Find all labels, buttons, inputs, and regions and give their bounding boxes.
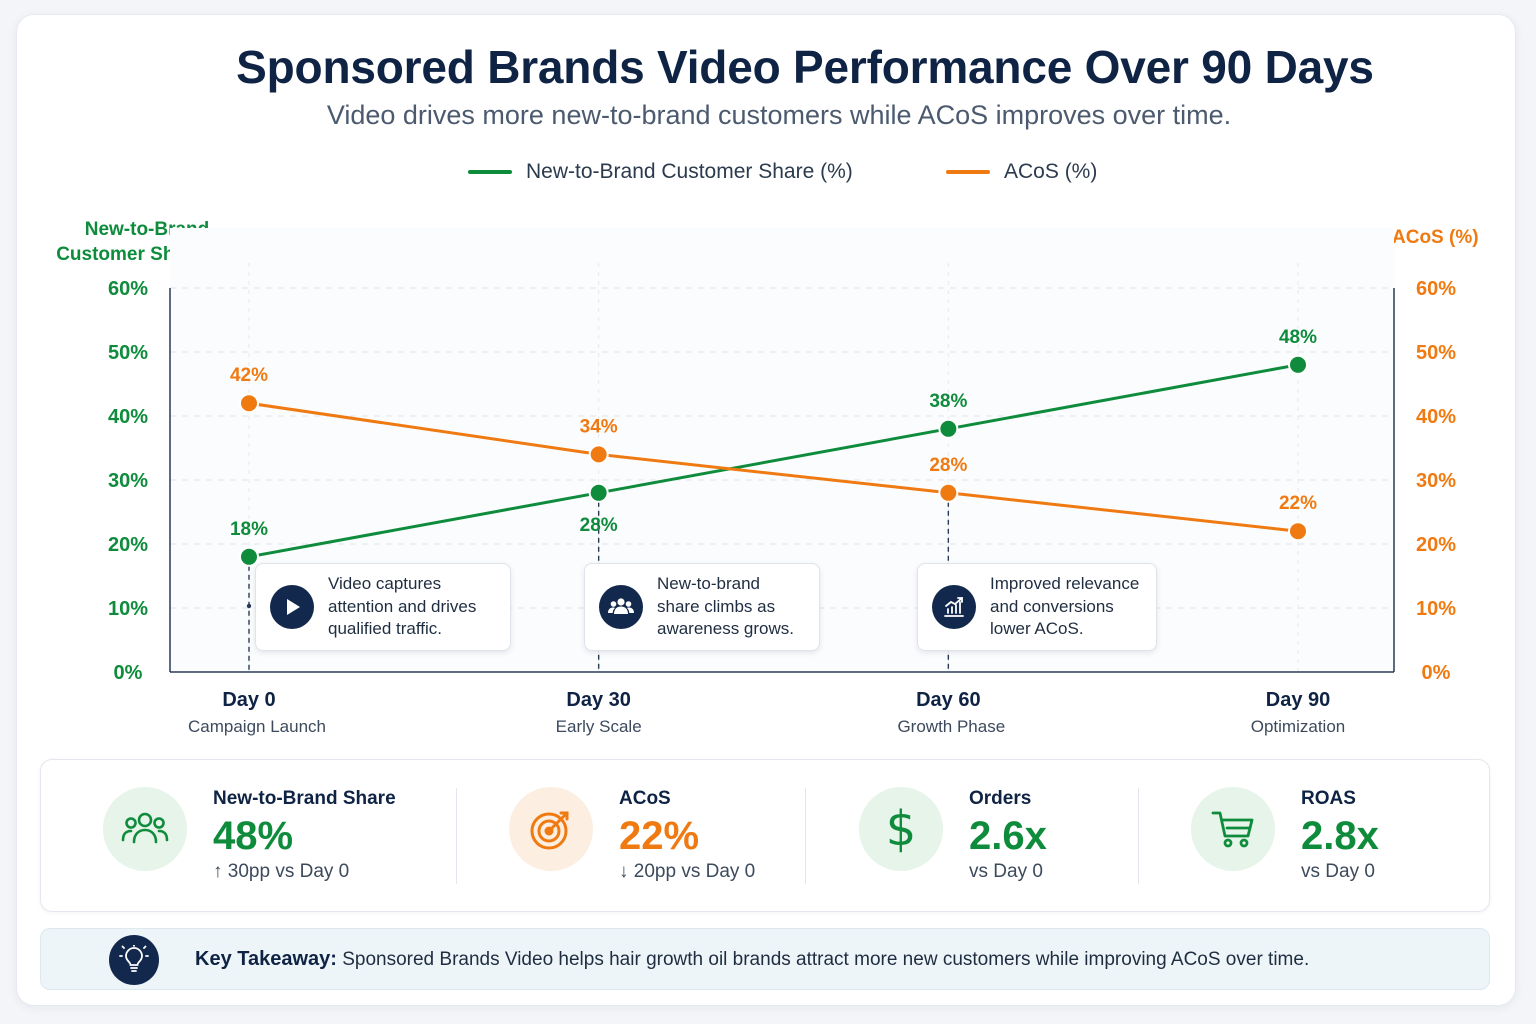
data-label: 34%: [580, 416, 618, 437]
lightbulb-icon: [109, 935, 159, 985]
chart-legend: New-to-Brand Customer Share (%) ACoS (%): [0, 160, 1536, 192]
annotation-text-line: lower ACoS.: [990, 619, 1084, 639]
takeaway-label: Key Takeaway:: [195, 948, 337, 970]
kpi-sub: ↓ 20pp vs Day 0: [619, 861, 756, 882]
annotation-text-line: awareness grows.: [657, 619, 795, 639]
y-tick-label-right: 20%: [1416, 534, 1456, 556]
kpi-label: New-to-Brand Share: [213, 788, 396, 809]
y-tick-label-right: 10%: [1416, 598, 1456, 620]
data-point: [588, 444, 609, 465]
annotation-text: Improved relevance and conversions lower A…: [990, 573, 1156, 641]
data-point: [1288, 521, 1308, 542]
right-axis-title: ACoS (%): [1392, 227, 1479, 248]
y-tick-label-left: 30%: [108, 470, 148, 492]
annotation-text-line: attention and drives: [328, 596, 477, 616]
y-tick-label-left: 10%: [108, 598, 148, 620]
cart-icon: [1191, 787, 1275, 871]
kpi-divider: [456, 788, 457, 884]
x-tick-sublabel: Optimization: [1251, 717, 1345, 736]
kpi-label: ROAS: [1301, 788, 1356, 809]
annotation-callout: New-to-brand share climbs as awareness gro…: [584, 563, 820, 651]
legend-label-new-to-brand: New-to-Brand Customer Share (%): [526, 160, 853, 183]
data-label: 18%: [230, 519, 268, 540]
kpi-label: Orders: [969, 788, 1032, 809]
play-icon: [270, 585, 314, 629]
growth-chart-icon: [932, 585, 976, 629]
data-label: 42%: [230, 365, 268, 386]
y-tick-label-right: 60%: [1416, 278, 1456, 300]
kpi-sub: vs Day 0: [1301, 861, 1375, 882]
data-point: [239, 546, 259, 567]
legend-swatch-orange: [946, 170, 990, 174]
annotation-text-line: share climbs as: [657, 596, 776, 616]
kpi-value: 48%: [213, 814, 294, 858]
takeaway-body: Sponsored Brands Video helps hair growth…: [342, 949, 1310, 970]
data-label: 22%: [1279, 493, 1317, 514]
annotation-text: New-to-brand share climbs as awareness gro…: [657, 573, 819, 641]
y-tick-label-right: 40%: [1416, 406, 1456, 428]
legend-item-acos: ACoS (%): [946, 160, 1097, 184]
y-tick-label-right: 0%: [1422, 662, 1451, 684]
kpi-panel: New-to-Brand Share 48% ↑ 30pp vs Day 0 A…: [40, 759, 1490, 912]
data-point: [1288, 354, 1308, 375]
y-tick-label-right: 30%: [1416, 470, 1456, 492]
data-point: [588, 482, 609, 503]
annotation-callout: Improved relevance and conversions lower A…: [917, 563, 1157, 651]
target-icon: [509, 787, 593, 871]
chart-subtitle: Video drives more new-to-brand customers…: [326, 100, 1232, 130]
series-line-acos: [247, 401, 1300, 533]
data-label: 28%: [929, 455, 967, 476]
kpi-label: ACoS: [619, 788, 671, 809]
x-tick-label: Day 0: [222, 689, 275, 711]
legend-label-acos: ACoS (%): [1004, 160, 1098, 183]
data-label: 48%: [1279, 327, 1317, 348]
y-tick-label-right: 50%: [1416, 342, 1456, 364]
kpi-sub: vs Day 0: [969, 861, 1043, 882]
legend-swatch-green: [468, 170, 512, 174]
kpi-sub: ↑ 30pp vs Day 0: [213, 861, 350, 882]
chart-title: Sponsored Brands Video Performance Over …: [236, 41, 1374, 93]
x-tick-label: Day 30: [566, 689, 631, 711]
users-icon: [103, 787, 187, 871]
x-tick-label: Day 60: [916, 689, 981, 711]
y-tick-label-left: 0%: [114, 662, 143, 684]
annotation-text-line: New-to-brand: [657, 574, 760, 594]
annotation-text-line: Video captures: [328, 574, 442, 594]
series-line-new-to-brand: [247, 363, 1300, 559]
x-tick-sublabel: Campaign Launch: [188, 717, 326, 736]
y-tick-label-left: 60%: [108, 278, 148, 300]
annotation-text-line: Improved relevance: [990, 574, 1140, 594]
kpi-divider: [805, 788, 806, 884]
annotation-text: Video captures attention and drives qualif…: [328, 573, 508, 641]
annotation-callout: Video captures attention and drives qualif…: [255, 563, 511, 651]
data-label: 38%: [929, 391, 967, 412]
takeaway-text: Key Takeaway: Sponsored Brands Video hel…: [195, 948, 1309, 971]
y-tick-label-left: 20%: [108, 534, 148, 556]
x-tick-sublabel: Early Scale: [556, 717, 642, 736]
data-point: [239, 393, 259, 414]
kpi-divider: [1138, 788, 1139, 884]
key-takeaway-banner: Key Takeaway: Sponsored Brands Video hel…: [40, 928, 1490, 990]
y-tick-label-left: 40%: [108, 406, 148, 428]
dollar-icon: $: [859, 787, 943, 871]
annotation-text-line: qualified traffic.: [328, 619, 443, 639]
kpi-value: 2.8x: [1301, 814, 1379, 858]
annotation-connector-dot: [246, 603, 252, 609]
data-label: 28%: [580, 515, 618, 536]
x-tick-sublabel: Growth Phase: [897, 717, 1005, 736]
data-point: [938, 482, 959, 503]
x-tick-label: Day 90: [1266, 689, 1331, 711]
kpi-value: 2.6x: [969, 814, 1047, 858]
data-point: [938, 418, 959, 439]
legend-item-new-to-brand: New-to-Brand Customer Share (%): [468, 160, 853, 184]
users-icon: [599, 585, 643, 629]
kpi-value: 22%: [619, 814, 700, 858]
annotation-text-line: and conversions: [990, 596, 1114, 616]
y-tick-label-left: 50%: [108, 342, 148, 364]
